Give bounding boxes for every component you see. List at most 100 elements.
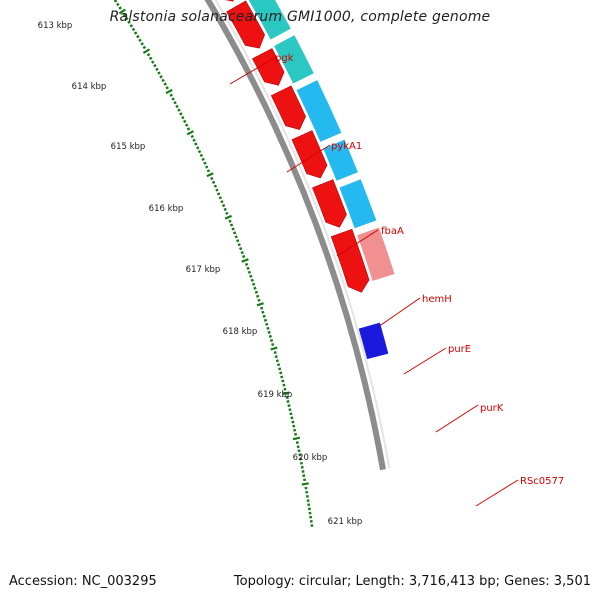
minor-tick [117, 4, 119, 5]
minor-tick [150, 58, 152, 59]
minor-tick [254, 288, 257, 289]
minor-tick [158, 72, 160, 73]
minor-tick [247, 268, 249, 269]
major-tick [293, 438, 300, 440]
minor-tick [200, 155, 202, 156]
minor-tick [130, 25, 132, 26]
minor-tick [260, 308, 263, 309]
minor-tick [266, 324, 268, 325]
minor-tick [191, 136, 193, 137]
minor-tick [255, 292, 258, 293]
map-title: Ralstonia solanacearum GMI1000, complete… [0, 9, 600, 25]
minor-tick [293, 426, 296, 427]
scale-label: 615 kbp [111, 142, 146, 152]
minor-tick [164, 84, 166, 85]
minor-tick [176, 106, 178, 107]
minor-tick [212, 182, 214, 183]
minor-tick [262, 312, 264, 313]
scale-label: 614 kbp [72, 82, 107, 92]
minor-tick [152, 61, 154, 62]
minor-tick [187, 128, 189, 129]
minor-tick [248, 272, 250, 273]
minor-tick [282, 381, 285, 382]
minor-tick [207, 170, 209, 171]
scale-label: 621 kbp [328, 517, 363, 527]
gene-label[interactable]: pgk [275, 53, 294, 64]
minor-tick [135, 32, 137, 33]
minor-tick [219, 197, 221, 198]
minor-tick [277, 364, 280, 365]
minor-tick [258, 300, 260, 301]
scale-label: 617 kbp [186, 265, 221, 275]
minor-tick [154, 65, 156, 66]
minor-tick [267, 328, 270, 329]
genome-backbone [0, 0, 389, 470]
gene-label[interactable]: RSc0577 [520, 476, 564, 487]
minor-tick [217, 193, 219, 194]
backbone-line [0, 0, 383, 470]
minor-tick [303, 475, 306, 476]
minor-tick [232, 229, 234, 230]
minor-tick [162, 80, 164, 81]
minor-tick [256, 296, 259, 297]
major-tick [271, 348, 278, 350]
gene-label-leader [476, 480, 518, 506]
minor-tick [184, 121, 186, 122]
minor-tick [238, 244, 240, 245]
minor-tick [229, 221, 231, 222]
gene-label[interactable]: pykA1 [331, 141, 362, 152]
gene-label[interactable]: purK [480, 403, 504, 414]
minor-tick [186, 125, 188, 126]
minor-tick [297, 446, 300, 447]
minor-tick [193, 140, 195, 141]
gene-label-leader [436, 405, 478, 432]
minor-tick [305, 492, 308, 493]
minor-tick [172, 98, 174, 99]
accession-label: Accession: NC_003295 [9, 574, 157, 589]
gene-feature[interactable] [339, 179, 376, 228]
minor-tick [270, 340, 273, 341]
minor-tick [275, 356, 278, 357]
minor-tick [301, 467, 304, 468]
minor-tick [195, 144, 197, 145]
minor-tick [204, 163, 206, 164]
major-tick [143, 49, 149, 53]
backbone-highlight [3, 0, 389, 469]
gene-label[interactable]: purE [448, 344, 471, 355]
minor-tick [268, 332, 271, 333]
minor-tick [300, 463, 303, 464]
minor-tick [147, 54, 149, 55]
minor-tick [263, 316, 266, 317]
minor-tick [197, 147, 199, 148]
minor-tick [290, 414, 293, 415]
minor-tick [252, 284, 254, 285]
minor-tick [296, 442, 299, 443]
minor-tick [143, 47, 145, 48]
minor-tick [233, 232, 236, 233]
minor-tick [280, 373, 283, 374]
genome-summary: Topology: circular; Length: 3,716,413 bp… [234, 574, 591, 589]
gene-label[interactable]: hemH [422, 294, 452, 305]
minor-tick [283, 385, 286, 386]
major-tick [242, 259, 249, 262]
minor-tick [156, 69, 158, 70]
minor-tick [274, 352, 277, 353]
minor-tick [269, 336, 272, 337]
scale-label: 620 kbp [293, 453, 328, 463]
minor-tick [132, 29, 134, 30]
major-tick [225, 216, 232, 219]
gene-label[interactable]: fbaA [381, 226, 404, 237]
minor-tick [241, 252, 243, 253]
major-tick [207, 173, 213, 176]
minor-tick [226, 213, 228, 214]
minor-tick [281, 377, 284, 378]
minor-tick [139, 40, 141, 41]
minor-tick [211, 178, 213, 179]
minor-tick [272, 344, 275, 345]
minor-tick [182, 117, 184, 118]
minor-tick [242, 256, 245, 257]
minor-tick [214, 186, 216, 187]
minor-tick [206, 166, 208, 167]
